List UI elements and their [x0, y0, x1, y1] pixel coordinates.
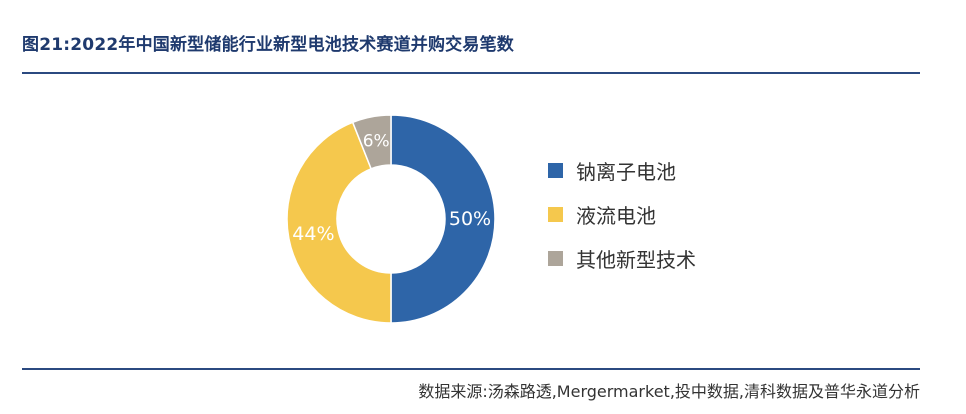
title-divider	[22, 72, 920, 74]
source-note: 数据来源:汤森路透,Mergermarket,投中数据,清科数据及普华永道分析	[418, 382, 920, 401]
slice-label-flow-battery: 44%	[292, 223, 334, 245]
donut-slice-other-tech	[351, 114, 392, 170]
legend-label-flow-battery: 液流电池	[576, 203, 656, 228]
legend-item-other-tech: 其他新型技术	[548, 236, 696, 280]
chart-legend: 钠离子电池 液流电池 其他新型技术	[548, 148, 696, 280]
legend-swatch-sodium-ion	[548, 162, 563, 178]
donut-slice-flow-battery	[286, 121, 392, 324]
legend-item-sodium-ion: 钠离子电池	[548, 148, 696, 192]
legend-swatch-flow-battery	[548, 206, 563, 222]
legend-label-other-tech: 其他新型技术	[576, 247, 696, 272]
donut-chart: 50% 44% 6%	[286, 114, 496, 324]
slice-label-sodium-ion: 50%	[449, 208, 491, 230]
legend-label-sodium-ion: 钠离子电池	[576, 159, 676, 184]
donut-slice-sodium-ion	[390, 114, 496, 324]
chart-title: 图21:2022年中国新型储能行业新型电池技术赛道并购交易笔数	[22, 35, 514, 55]
slice-label-other-tech: 6%	[363, 131, 390, 151]
legend-item-flow-battery: 液流电池	[548, 192, 696, 236]
legend-swatch-other-tech	[548, 250, 563, 266]
source-divider	[22, 368, 920, 370]
